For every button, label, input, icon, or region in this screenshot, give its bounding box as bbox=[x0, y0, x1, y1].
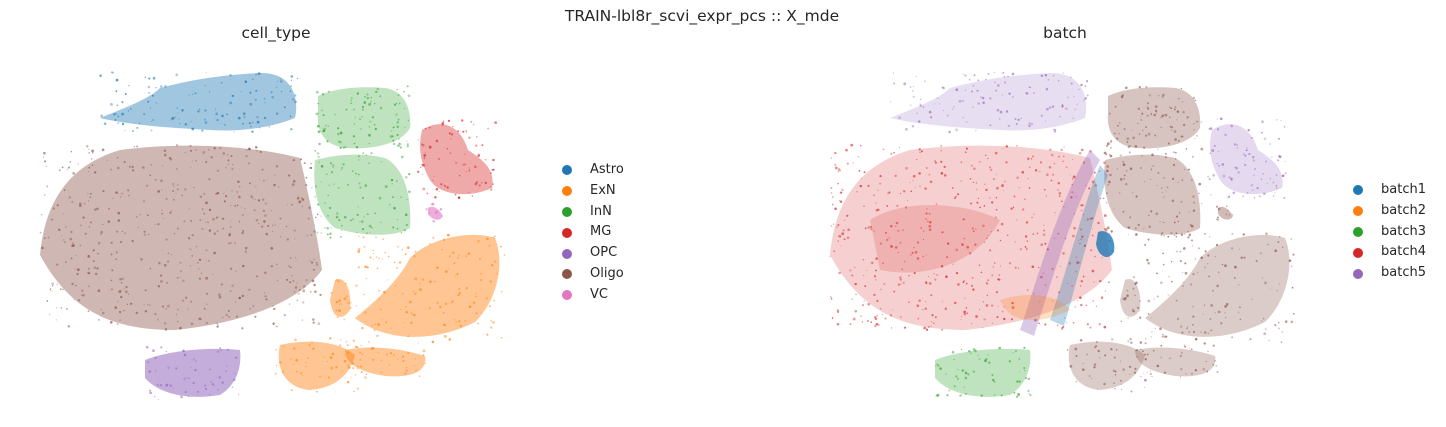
legend-item-oligo: Oligo bbox=[562, 264, 624, 285]
batch-cluster-innBot bbox=[1102, 151, 1203, 239]
batch-cluster-vc bbox=[1215, 205, 1234, 221]
legend-item-batch2: batch2 bbox=[1353, 201, 1426, 222]
legend-marker bbox=[1353, 226, 1363, 237]
cell-type-cluster-innBot bbox=[314, 151, 411, 239]
batch2-region bbox=[1000, 295, 1070, 321]
cell-type-legend: Astro ExN InN MG OPC Oligo VC bbox=[562, 160, 624, 306]
batch-cluster-exnA bbox=[1144, 232, 1295, 345]
batch1-streak bbox=[1050, 165, 1108, 326]
legend-item-astro: Astro bbox=[562, 160, 624, 181]
batch-cluster-exnD bbox=[1120, 276, 1142, 323]
legend-marker bbox=[562, 248, 572, 259]
batch-embedding-plot bbox=[829, 71, 1295, 398]
cell-type-cluster-oligo bbox=[39, 144, 322, 331]
batch-legend: batch1 batch2 batch3 batch4 batch5 bbox=[1353, 180, 1426, 284]
legend-label: VC bbox=[590, 286, 608, 302]
batch-cluster-mg bbox=[1207, 117, 1287, 199]
cell-type-cluster-exnD bbox=[330, 279, 352, 321]
legend-item-exn: ExN bbox=[562, 181, 624, 202]
legend-marker bbox=[562, 227, 572, 238]
legend-label: batch1 bbox=[1381, 182, 1426, 197]
cell-type-cluster-innTop bbox=[315, 85, 411, 149]
legend-marker bbox=[1353, 185, 1363, 196]
cell-type-cluster-exnC bbox=[343, 344, 426, 379]
figure-title: TRAIN-lbl8r_scvi_expr_pcs :: X_mde bbox=[564, 7, 840, 25]
cell-type-cluster-astro bbox=[99, 71, 299, 133]
legend-item-opc: OPC bbox=[562, 243, 624, 264]
batch1-spot bbox=[1096, 231, 1115, 258]
legend-label: MG bbox=[590, 224, 612, 240]
panel-title-batch: batch bbox=[1043, 24, 1087, 42]
legend-label: ExN bbox=[590, 182, 616, 198]
legend-item-inn: InN bbox=[562, 202, 624, 223]
batch4-region bbox=[870, 205, 1000, 273]
legend-item-mg: MG bbox=[562, 222, 624, 243]
legend-marker bbox=[562, 165, 572, 176]
batch-cluster-innTop bbox=[1105, 86, 1204, 151]
batch-cluster-opc bbox=[935, 346, 1032, 398]
legend-marker bbox=[562, 269, 572, 280]
legend-marker bbox=[562, 186, 572, 197]
batch-cluster-oligo bbox=[829, 143, 1112, 331]
cell-type-cluster-vc bbox=[425, 202, 443, 223]
legend-marker bbox=[562, 206, 572, 217]
legend-label: InN bbox=[590, 203, 612, 219]
cell-type-cluster-exnA bbox=[355, 231, 506, 344]
legend-label: batch3 bbox=[1381, 223, 1426, 239]
legend-marker bbox=[1353, 247, 1363, 258]
legend-item-batch4: batch4 bbox=[1353, 242, 1426, 263]
legend-marker bbox=[562, 290, 572, 301]
cell-type-cluster-exnB bbox=[274, 337, 360, 393]
legend-item-batch1: batch1 bbox=[1353, 180, 1426, 201]
legend-label: Astro bbox=[590, 162, 624, 177]
legend-label: OPC bbox=[590, 245, 618, 261]
batch-cluster-astro bbox=[890, 71, 1089, 134]
legend-label: batch2 bbox=[1381, 202, 1426, 218]
legend-marker bbox=[1353, 206, 1363, 217]
legend-label: Oligo bbox=[590, 265, 624, 281]
cell-type-cluster-mg bbox=[417, 119, 498, 200]
batch-cluster-exnB bbox=[1066, 337, 1149, 393]
panel-title-cell-type: cell_type bbox=[241, 24, 311, 42]
cell-type-embedding-plot bbox=[39, 71, 506, 401]
batch-cluster-exnC bbox=[1134, 344, 1219, 378]
legend-label: batch5 bbox=[1381, 265, 1426, 281]
cell-type-cluster-opc bbox=[145, 345, 241, 401]
legend-item-batch5: batch5 bbox=[1353, 263, 1426, 284]
legend-item-vc: VC bbox=[562, 285, 624, 306]
legend-item-batch3: batch3 bbox=[1353, 222, 1426, 243]
legend-marker bbox=[1353, 268, 1363, 279]
batch5-streak bbox=[1020, 150, 1100, 336]
legend-label: batch4 bbox=[1381, 244, 1426, 260]
